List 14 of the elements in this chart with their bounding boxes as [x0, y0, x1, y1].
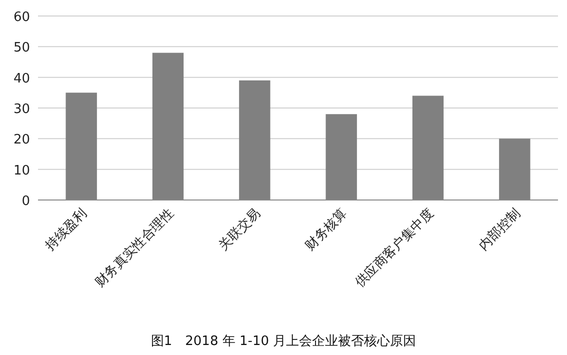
- y-tick-label: 60: [13, 10, 30, 25]
- y-tick-label: 40: [13, 71, 30, 86]
- x-tick-label: 财务核算: [302, 206, 350, 254]
- text: 图1 2018 年 1-10 月上会企业被否核心原因: [150, 333, 416, 349]
- y-tick-label: 50: [13, 40, 30, 56]
- y-tick-label: 0: [22, 194, 30, 209]
- x-tick-label: 财务真实性合理性: [92, 206, 177, 290]
- x-tick-label: 内部控制: [476, 206, 524, 254]
- x-tick-label: 供应商客户集中度: [352, 206, 437, 290]
- x-tick-label: 持续盈利: [42, 206, 90, 254]
- y-tick-label: 10: [13, 163, 30, 178]
- x-tick-label: 关联交易: [215, 206, 264, 254]
- y-tick-label: 30: [13, 102, 30, 117]
- y-tick-label: 20: [13, 132, 30, 148]
